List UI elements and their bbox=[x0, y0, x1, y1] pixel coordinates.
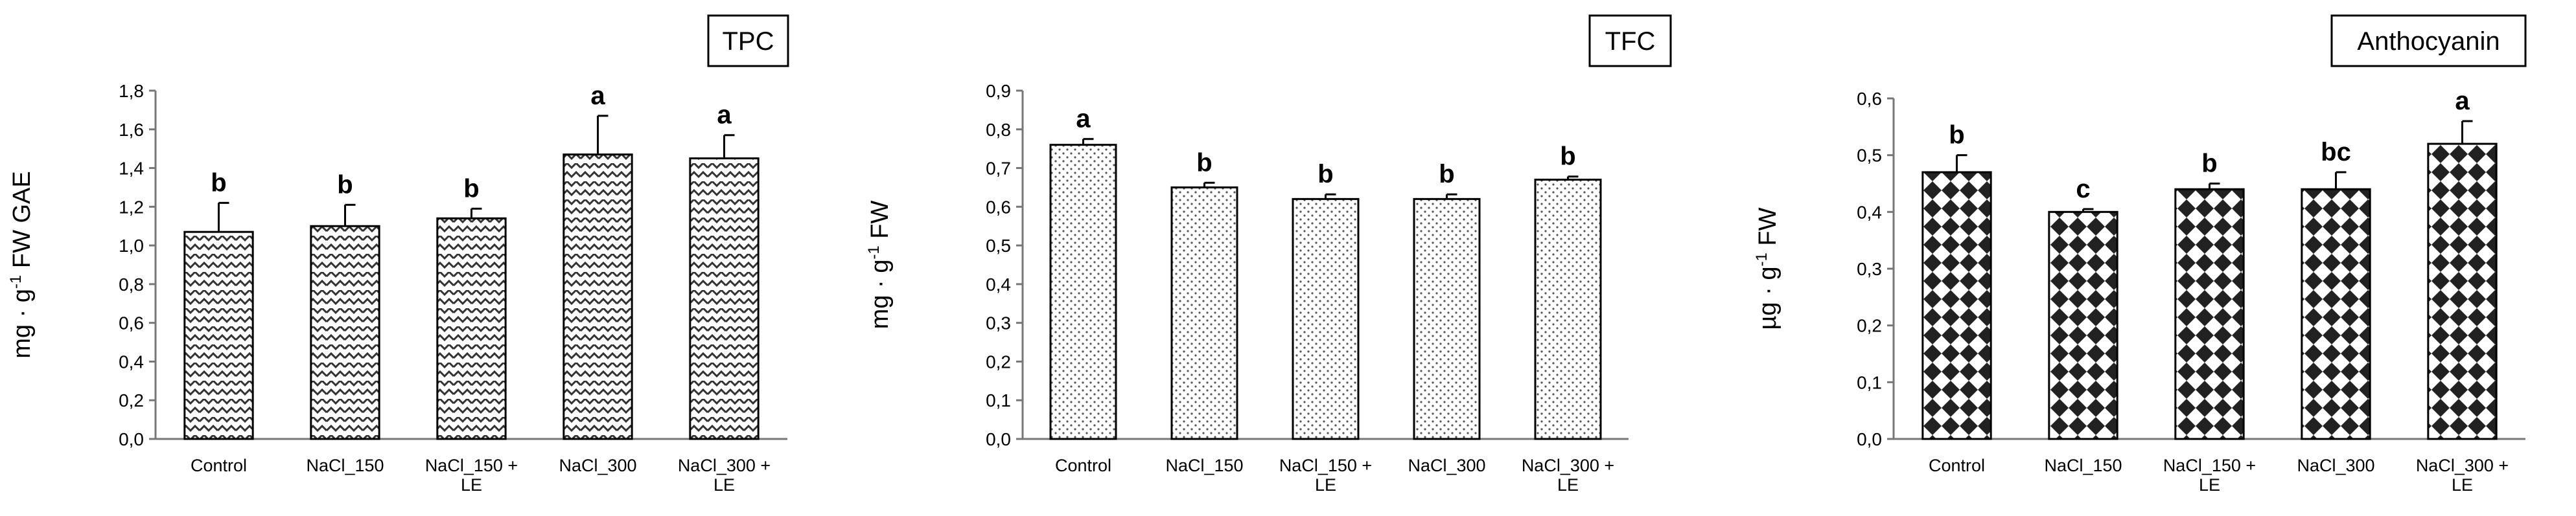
significance-letter: a bbox=[1076, 105, 1091, 133]
x-tick-label: NaCl_300 + LE bbox=[1522, 456, 1614, 495]
significance-letter: b bbox=[1196, 148, 1212, 177]
chart-title: TFC bbox=[1605, 27, 1656, 56]
y-tick-label: 1,4 bbox=[119, 159, 144, 179]
y-axis-label: mg · g-1 FW bbox=[865, 201, 894, 330]
y-tick-label: 0,4 bbox=[1857, 202, 1882, 222]
y-tick-label: 1,6 bbox=[119, 120, 144, 140]
chart-title: Anthocyanin bbox=[2357, 27, 2500, 56]
y-tick-label: 0,1 bbox=[1857, 372, 1882, 392]
y-tick-label: 0,0 bbox=[986, 429, 1011, 449]
significance-letter: b bbox=[211, 168, 226, 197]
chart-panel-1: TPC 0,0 0,2 0,4 0,6 0,8 1,0 1,2 1,4 1,6 1,8 mg · g-… bbox=[7, 14, 789, 495]
x-tick-label: NaCl_150 bbox=[1165, 456, 1243, 475]
chart-title: TPC bbox=[723, 27, 774, 56]
y-tick-label: 0,4 bbox=[986, 275, 1011, 295]
bar bbox=[436, 217, 507, 440]
y-axis-label: µg · g-1 FW bbox=[1753, 207, 1781, 330]
bar bbox=[1921, 171, 1992, 440]
bar bbox=[1534, 178, 1602, 440]
x-tick-label: NaCl_150 bbox=[2044, 456, 2122, 475]
y-axis-label: mg · g-1 FW GAE bbox=[7, 171, 36, 359]
bar bbox=[2048, 210, 2118, 440]
y-tick-label: 0,6 bbox=[119, 313, 144, 333]
x-tick-label: NaCl_300 bbox=[559, 456, 636, 475]
bar bbox=[2301, 188, 2371, 440]
x-tick-label: NaCl_300 + LE bbox=[2416, 456, 2509, 495]
significance-letter: a bbox=[717, 101, 732, 129]
chart-title-box bbox=[707, 14, 789, 67]
y-tick-label: 0,8 bbox=[986, 120, 1011, 140]
bar bbox=[2174, 188, 2245, 440]
x-tick-label: Control bbox=[191, 456, 247, 475]
bar bbox=[689, 157, 760, 440]
bar bbox=[183, 230, 254, 440]
y-tick-label: 0,2 bbox=[119, 390, 144, 410]
y-tick-label: 0,6 bbox=[1857, 89, 1882, 109]
y-tick-label: 0,5 bbox=[1857, 146, 1882, 166]
y-tick-label: 0,0 bbox=[119, 429, 144, 449]
x-tick-label: Control bbox=[1929, 456, 1985, 475]
y-tick-label: 0,5 bbox=[986, 236, 1011, 256]
significance-letter: b bbox=[1560, 142, 1575, 171]
bar bbox=[563, 153, 633, 440]
x-tick-label: NaCl_150 + LE bbox=[425, 456, 518, 495]
y-tick-label: 0,3 bbox=[1857, 259, 1882, 279]
significance-letter: b bbox=[1317, 160, 1333, 188]
x-tick-label: NaCl_300 bbox=[1408, 456, 1485, 475]
chart-panel-3: Anthocyanin 0,0 0,1 0,2 0,3 0,4 0,5 0,6 µg · g-1… bbox=[1753, 14, 2527, 495]
chart-title-box bbox=[1588, 14, 1672, 67]
bar bbox=[1170, 186, 1238, 440]
significance-letter: b bbox=[1439, 160, 1454, 188]
x-tick-label: NaCl_150 + LE bbox=[2163, 456, 2256, 495]
y-tick-label: 1,2 bbox=[119, 197, 144, 217]
bar bbox=[310, 225, 380, 440]
x-tick-label: NaCl_150 + LE bbox=[1279, 456, 1372, 495]
significance-letter: a bbox=[2455, 87, 2470, 115]
y-tick-label: 0,1 bbox=[986, 390, 1011, 410]
y-tick-label: 0,2 bbox=[1857, 316, 1882, 336]
chart-panel-2: TFC 0,0 0,1 0,2 0,3 0,4 0,5 0,6 0,7 0,8 0,9 mg · g-… bbox=[865, 14, 1672, 495]
significance-letter: b bbox=[463, 174, 479, 203]
significance-letter: b bbox=[2201, 150, 2217, 178]
y-tick-label: 0,9 bbox=[986, 81, 1011, 101]
y-tick-label: 0,8 bbox=[119, 275, 144, 295]
y-tick-label: 0,3 bbox=[986, 313, 1011, 333]
significance-letter: a bbox=[590, 82, 605, 110]
x-tick-label: NaCl_150 bbox=[306, 456, 384, 475]
y-tick-label: 0,7 bbox=[986, 159, 1011, 179]
x-tick-label: Control bbox=[1055, 456, 1111, 475]
significance-letter: b bbox=[337, 170, 353, 199]
bar bbox=[1413, 197, 1481, 440]
x-tick-label: NaCl_300 bbox=[2297, 456, 2374, 475]
y-tick-label: 0,6 bbox=[986, 197, 1011, 217]
x-tick-label: NaCl_300 + LE bbox=[678, 456, 771, 495]
significance-letter: bc bbox=[2321, 138, 2351, 166]
y-tick-label: 0,4 bbox=[119, 352, 144, 372]
bar bbox=[1049, 144, 1117, 440]
significance-letter: b bbox=[1949, 121, 1964, 150]
chart-title-box bbox=[2330, 14, 2527, 67]
significance-letter: c bbox=[2076, 175, 2090, 203]
bar bbox=[2427, 142, 2498, 440]
y-tick-label: 0,2 bbox=[986, 352, 1011, 372]
y-tick-label: 0,0 bbox=[1857, 429, 1882, 449]
bar bbox=[1292, 197, 1360, 440]
y-tick-label: 1,0 bbox=[119, 236, 144, 256]
y-tick-label: 1,8 bbox=[119, 81, 144, 101]
